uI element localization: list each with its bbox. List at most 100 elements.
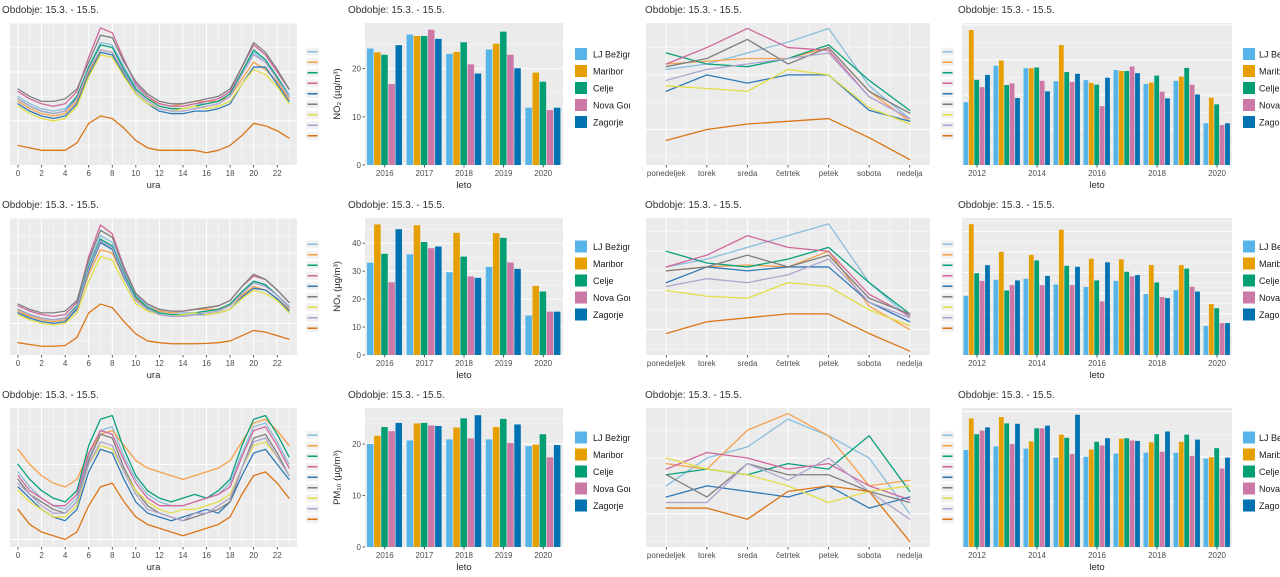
bar: [474, 73, 482, 165]
bar: [985, 265, 990, 355]
bar: [474, 415, 482, 547]
bar: [1064, 72, 1070, 165]
bar: [1214, 448, 1220, 547]
line-series: [665, 313, 911, 352]
chart-svg: 2012 2014 2016 2018 2020 leto Obdobje: 15.3. -…: [958, 390, 1280, 573]
legend-key-swatch: [1243, 499, 1255, 512]
bar: [525, 446, 532, 547]
bar: [1105, 262, 1110, 355]
bar: [1058, 434, 1064, 547]
x-tick-label: 2018: [455, 359, 473, 368]
legend-key-swatch: [1243, 257, 1255, 270]
x-tick-label: 12: [155, 551, 164, 560]
bar: [1124, 271, 1130, 355]
bar: [1148, 442, 1154, 547]
bar: [963, 449, 969, 547]
bar: [1173, 290, 1179, 355]
x-tick-label: 12: [155, 359, 164, 368]
bar: [532, 444, 540, 547]
legend-label: Celje: [593, 84, 614, 94]
bar: [1189, 455, 1195, 547]
y-axis-title: NOₓ (µg/m³): [332, 261, 343, 312]
x-tick-label: 2014: [1028, 551, 1046, 560]
line-series: [17, 255, 290, 326]
bar: [1028, 68, 1034, 165]
x-tick-label: sreda: [737, 551, 758, 560]
bar: [1214, 104, 1220, 165]
line-series: [17, 229, 290, 314]
x-axis-title: leto: [456, 562, 471, 573]
bar: [539, 291, 547, 355]
bar: [1154, 434, 1160, 547]
bar: [993, 65, 999, 165]
bar: [1225, 323, 1230, 355]
x-tick-label: 22: [273, 359, 282, 368]
bar: [1004, 423, 1010, 547]
legend-key-swatch: [575, 240, 587, 253]
x-tick-label: 20: [249, 359, 258, 368]
bar: [413, 35, 421, 165]
chart-title: Obdobje: 15.3. - 15.5.: [2, 5, 99, 16]
bar: [532, 285, 540, 355]
bar: [1015, 280, 1020, 355]
legend-label: Nova Gorica: [1259, 484, 1280, 494]
bar: [1083, 456, 1089, 547]
x-tick-label: 16: [202, 359, 211, 368]
bar: [374, 435, 381, 547]
bar: [1165, 298, 1170, 355]
bar: [993, 279, 999, 355]
bar: [1058, 45, 1064, 165]
legend: [941, 431, 954, 524]
legend-label: Maribor: [1259, 450, 1280, 460]
x-tick-label: 6: [86, 551, 91, 560]
line-series: [665, 68, 911, 125]
bar: [1083, 287, 1089, 355]
bar: [381, 54, 388, 165]
bar: [1195, 439, 1200, 547]
x-tick-label: nedelja: [897, 551, 923, 560]
legend-key-swatch: [575, 499, 587, 512]
legend-key-swatch: [1243, 274, 1255, 287]
bar: [460, 256, 467, 355]
x-tick-label: sobota: [857, 169, 882, 178]
x-tick-label: nedelja: [897, 359, 923, 368]
x-axis-title: ura: [147, 180, 161, 191]
x-tick-label: 8: [110, 169, 115, 178]
bar: [1034, 67, 1040, 165]
x-tick-label: 2: [39, 169, 44, 178]
legend: [306, 240, 319, 333]
bar: [1039, 285, 1045, 355]
bar: [974, 273, 980, 355]
chart-no2-by-weekday: ponedeljek torek sreda četrtek petek sobota ne…: [630, 0, 958, 195]
bar: [1094, 280, 1100, 355]
bar: [467, 438, 475, 547]
legend-label: Zagorje: [593, 118, 624, 128]
x-tick-label: 2016: [376, 359, 394, 368]
bar: [460, 418, 467, 547]
y-axis-title: PM₁₀ (µg/m³): [332, 450, 343, 505]
chart-title: Obdobje: 15.3. - 15.5.: [645, 200, 742, 211]
bar: [1023, 448, 1029, 547]
chart-title: Obdobje: 15.3. - 15.5.: [958, 5, 1055, 16]
x-axis-title: leto: [456, 180, 471, 191]
x-tick-label: ponedeljek: [647, 359, 687, 368]
x-tick-label: 18: [226, 551, 235, 560]
bar: [968, 418, 974, 547]
bar: [1178, 441, 1184, 547]
chart-svg: ponedeljek torek sreda četrtek petek sobota ne…: [645, 5, 954, 178]
y-tick-label: 10: [352, 113, 361, 122]
line-series: [665, 451, 911, 501]
line-series: [665, 485, 911, 509]
legend-key-swatch: [575, 99, 587, 111]
chart-svg: 0 2 4 6 8 10 12 14 16 18 20 22 ura Obdobje: 15.3. - 1…: [2, 200, 319, 381]
x-axis-title: ura: [147, 370, 161, 381]
bar: [1105, 438, 1110, 547]
line-series: [17, 240, 290, 321]
x-tick-label: 20: [249, 169, 258, 178]
x-tick-label: 2014: [1028, 359, 1046, 368]
chart-no2-by-year-recent: 2016 2017 2018 2019 2020 leto 0 10 20 NO₂ (µg/m³)…: [330, 0, 630, 195]
x-tick-label: 2019: [495, 169, 513, 178]
bar: [1075, 414, 1080, 547]
bar: [1214, 308, 1220, 355]
legend-label: Zagorje: [593, 501, 624, 511]
